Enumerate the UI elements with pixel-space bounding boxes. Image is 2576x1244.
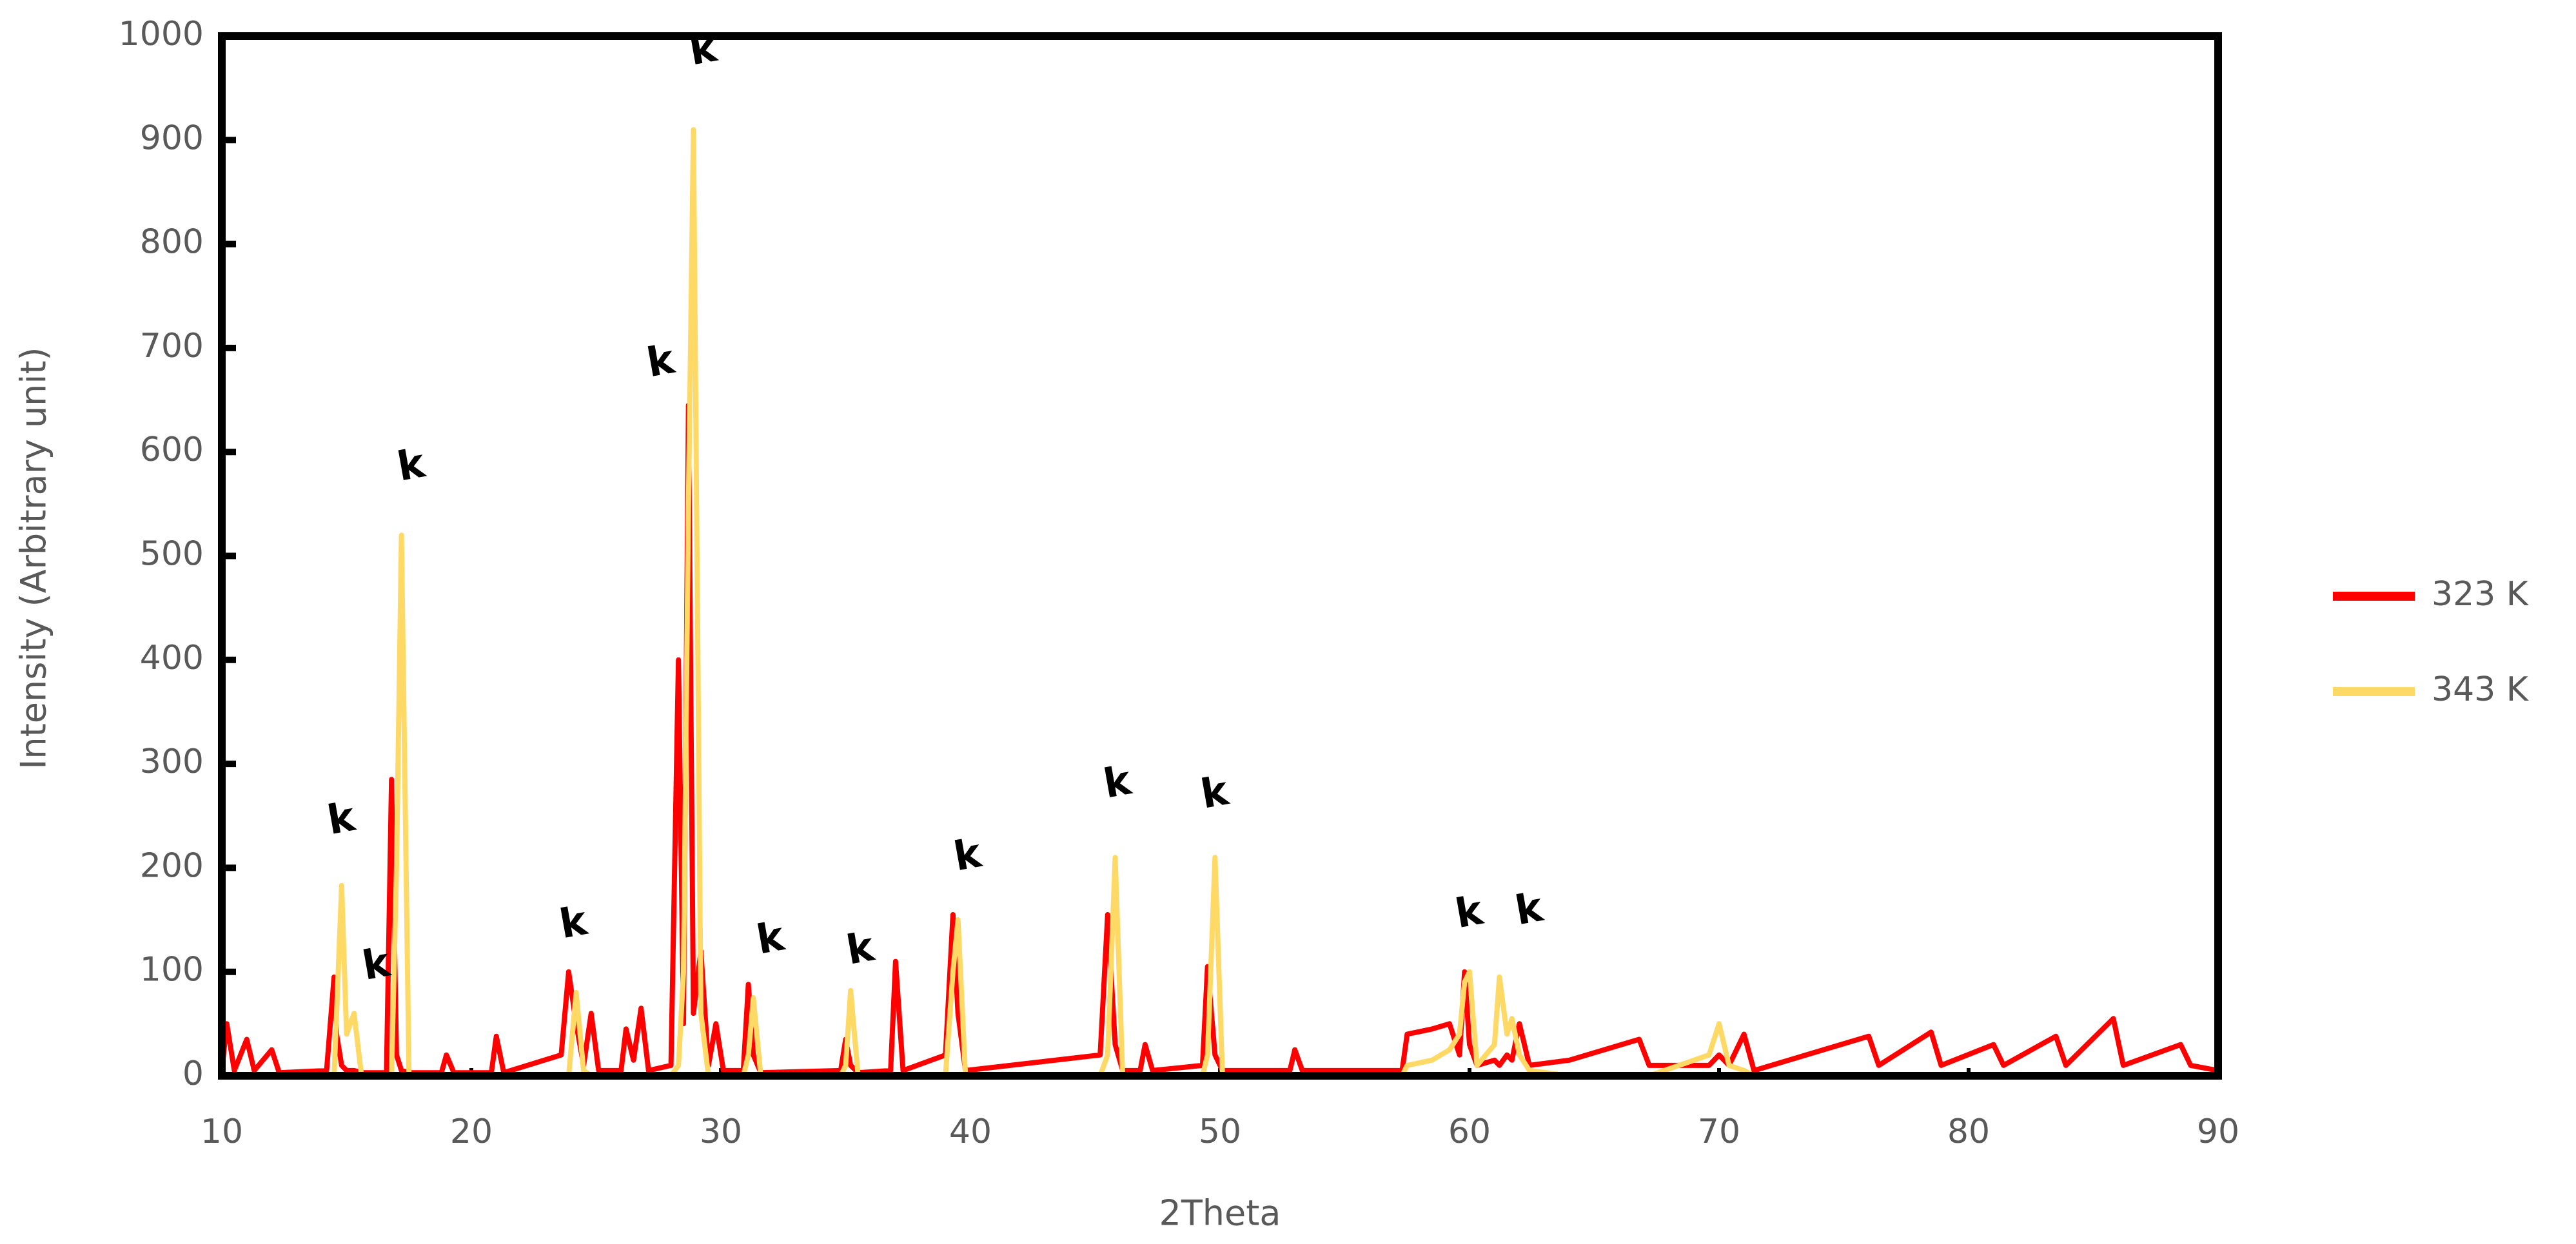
- peak-annotation: k: [324, 793, 359, 844]
- series-line: [222, 127, 2218, 1078]
- y-tick-label: 0: [182, 1054, 204, 1093]
- x-tick-label: 50: [1199, 1113, 1241, 1151]
- peak-annotation: k: [556, 897, 591, 948]
- y-tick-label: 600: [140, 431, 204, 469]
- peak-annotation: k: [394, 439, 429, 490]
- peak-annotation: k: [1511, 883, 1547, 934]
- peak-annotation: k: [1100, 756, 1136, 807]
- x-tick-label: 20: [450, 1113, 493, 1151]
- x-tick-label: 40: [949, 1113, 992, 1151]
- peak-annotation: k: [1452, 886, 1488, 937]
- peak-annotation: k: [1197, 766, 1233, 817]
- y-tick-label: 500: [140, 535, 204, 574]
- y-tick-label: 200: [140, 846, 204, 885]
- y-tick-label: 100: [140, 951, 204, 989]
- x-tick-label: 60: [1448, 1113, 1491, 1151]
- y-tick-label: 300: [140, 743, 204, 781]
- peak-annotation: k: [843, 922, 878, 973]
- x-tick-label: 70: [1698, 1113, 1740, 1151]
- y-tick-label: 1000: [119, 15, 204, 53]
- peak-annotation: k: [686, 23, 722, 74]
- y-tick-label: 400: [140, 639, 204, 677]
- legend-label: 343 K: [2432, 670, 2530, 709]
- y-tick-label: 800: [140, 223, 204, 262]
- y-tick-label: 900: [140, 119, 204, 157]
- y-tick-label: 700: [140, 327, 204, 365]
- peak-annotation: k: [950, 829, 986, 880]
- peak-annotation: k: [644, 335, 679, 386]
- x-tick-label: 90: [2197, 1113, 2239, 1151]
- y-axis-title: Intensity (Arbitrary unit): [14, 347, 54, 769]
- legend-label: 323 K: [2432, 575, 2530, 614]
- plot-border: [218, 32, 2222, 1080]
- x-tick-label: 10: [201, 1113, 243, 1151]
- peak-annotation: k: [753, 912, 789, 963]
- x-axis-title: 2Theta: [1159, 1193, 1281, 1234]
- x-tick-label: 30: [700, 1113, 742, 1151]
- x-tick-label: 80: [1947, 1113, 1990, 1151]
